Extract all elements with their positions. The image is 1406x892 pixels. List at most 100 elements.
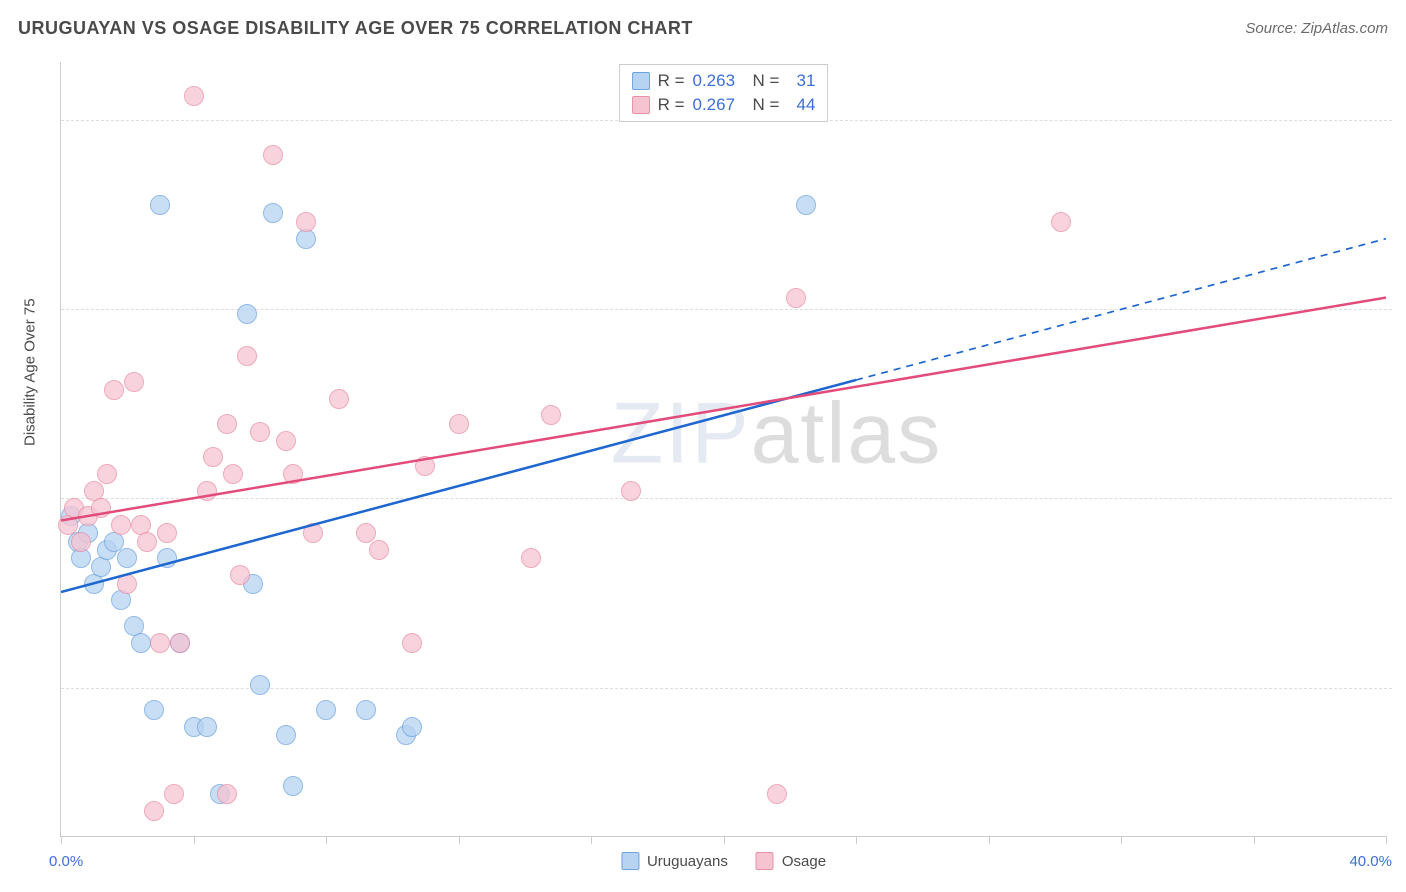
- r-value: 0.267: [693, 95, 745, 115]
- scatter-point-uruguayans: [276, 725, 296, 745]
- x-tick: [194, 836, 195, 844]
- scatter-point-uruguayans: [283, 776, 303, 796]
- scatter-point-osage: [137, 532, 157, 552]
- scatter-point-osage: [521, 548, 541, 568]
- scatter-point-uruguayans: [117, 548, 137, 568]
- x-tick: [459, 836, 460, 844]
- scatter-point-osage: [97, 464, 117, 484]
- x-tick: [1254, 836, 1255, 844]
- trend-lines: [61, 62, 1386, 836]
- n-label: N =: [753, 71, 780, 91]
- scatter-point-uruguayans: [402, 717, 422, 737]
- stats-swatch: [632, 96, 650, 114]
- trend-line-solid: [61, 380, 856, 592]
- scatter-point-osage: [144, 801, 164, 821]
- plot-area: ZIPatlas R =0.263N =31R =0.267N =44 0.0%…: [60, 62, 1386, 837]
- x-tick: [61, 836, 62, 844]
- n-value: 31: [787, 71, 815, 91]
- scatter-point-uruguayans: [157, 548, 177, 568]
- scatter-point-osage: [402, 633, 422, 653]
- watermark: ZIPatlas: [611, 384, 942, 483]
- scatter-point-osage: [71, 532, 91, 552]
- legend-label: Osage: [782, 853, 826, 870]
- legend-item-osage: Osage: [756, 852, 826, 870]
- scatter-point-osage: [767, 784, 787, 804]
- scatter-point-osage: [157, 523, 177, 543]
- source-prefix: Source:: [1245, 20, 1301, 37]
- watermark-zip: ZIP: [611, 385, 751, 481]
- scatter-point-uruguayans: [197, 717, 217, 737]
- stats-row-osage: R = 0.267 N = 44: [632, 93, 816, 117]
- scatter-point-osage: [786, 288, 806, 308]
- scatter-point-osage: [415, 456, 435, 476]
- scatter-point-osage: [223, 464, 243, 484]
- scatter-point-osage: [283, 464, 303, 484]
- x-tick: [856, 836, 857, 844]
- scatter-point-uruguayans: [250, 675, 270, 695]
- stats-swatch: [632, 72, 650, 90]
- scatter-point-osage: [230, 565, 250, 585]
- scatter-point-osage: [111, 515, 131, 535]
- scatter-point-uruguayans: [263, 203, 283, 223]
- x-tick: [724, 836, 725, 844]
- x-tick: [1121, 836, 1122, 844]
- scatter-point-osage: [541, 405, 561, 425]
- r-value: 0.263: [693, 71, 745, 91]
- r-label: R =: [658, 95, 685, 115]
- watermark-atlas: atlas: [751, 385, 943, 481]
- chart-title: URUGUAYAN VS OSAGE DISABILITY AGE OVER 7…: [18, 18, 693, 39]
- x-axis-max-label: 40.0%: [1349, 853, 1392, 870]
- scatter-point-osage: [276, 431, 296, 451]
- scatter-point-osage: [104, 380, 124, 400]
- scatter-point-uruguayans: [356, 700, 376, 720]
- source-attribution: Source: ZipAtlas.com: [1245, 20, 1388, 37]
- gridline: [61, 498, 1392, 499]
- scatter-point-osage: [117, 574, 137, 594]
- scatter-point-uruguayans: [316, 700, 336, 720]
- scatter-point-osage: [164, 784, 184, 804]
- scatter-point-osage: [1051, 212, 1071, 232]
- scatter-point-osage: [217, 414, 237, 434]
- scatter-point-osage: [150, 633, 170, 653]
- legend-label: Uruguayans: [647, 853, 728, 870]
- scatter-point-uruguayans: [150, 195, 170, 215]
- y-axis-label: Disability Age Over 75: [22, 298, 39, 446]
- scatter-point-uruguayans: [796, 195, 816, 215]
- scatter-point-uruguayans: [237, 304, 257, 324]
- scatter-point-osage: [217, 784, 237, 804]
- scatter-point-osage: [91, 498, 111, 518]
- legend-swatch: [621, 852, 639, 870]
- x-tick: [591, 836, 592, 844]
- x-tick: [326, 836, 327, 844]
- chart-header: URUGUAYAN VS OSAGE DISABILITY AGE OVER 7…: [18, 18, 1388, 39]
- scatter-point-osage: [303, 523, 323, 543]
- scatter-point-osage: [621, 481, 641, 501]
- scatter-point-osage: [329, 389, 349, 409]
- n-value: 44: [787, 95, 815, 115]
- source-name: ZipAtlas.com: [1301, 20, 1388, 37]
- scatter-point-osage: [369, 540, 389, 560]
- legend-bottom: Uruguayans Osage: [621, 852, 826, 870]
- legend-item-uruguayans: Uruguayans: [621, 852, 728, 870]
- scatter-point-uruguayans: [144, 700, 164, 720]
- x-tick: [989, 836, 990, 844]
- scatter-point-osage: [170, 633, 190, 653]
- scatter-point-osage: [250, 422, 270, 442]
- scatter-point-osage: [184, 86, 204, 106]
- scatter-point-osage: [237, 346, 257, 366]
- stats-legend-box: R = 0.263 N = 31 R = 0.267 N = 44: [619, 64, 829, 122]
- scatter-point-osage: [263, 145, 283, 165]
- scatter-point-osage: [296, 212, 316, 232]
- r-label: R =: [658, 71, 685, 91]
- scatter-point-osage: [197, 481, 217, 501]
- n-label: N =: [753, 95, 780, 115]
- stats-row-uruguayans: R = 0.263 N = 31: [632, 69, 816, 93]
- x-axis-min-label: 0.0%: [49, 853, 83, 870]
- scatter-point-osage: [449, 414, 469, 434]
- legend-swatch: [756, 852, 774, 870]
- scatter-point-osage: [124, 372, 144, 392]
- scatter-point-osage: [203, 447, 223, 467]
- x-tick: [1386, 836, 1387, 844]
- scatter-point-osage: [356, 523, 376, 543]
- gridline: [61, 309, 1392, 310]
